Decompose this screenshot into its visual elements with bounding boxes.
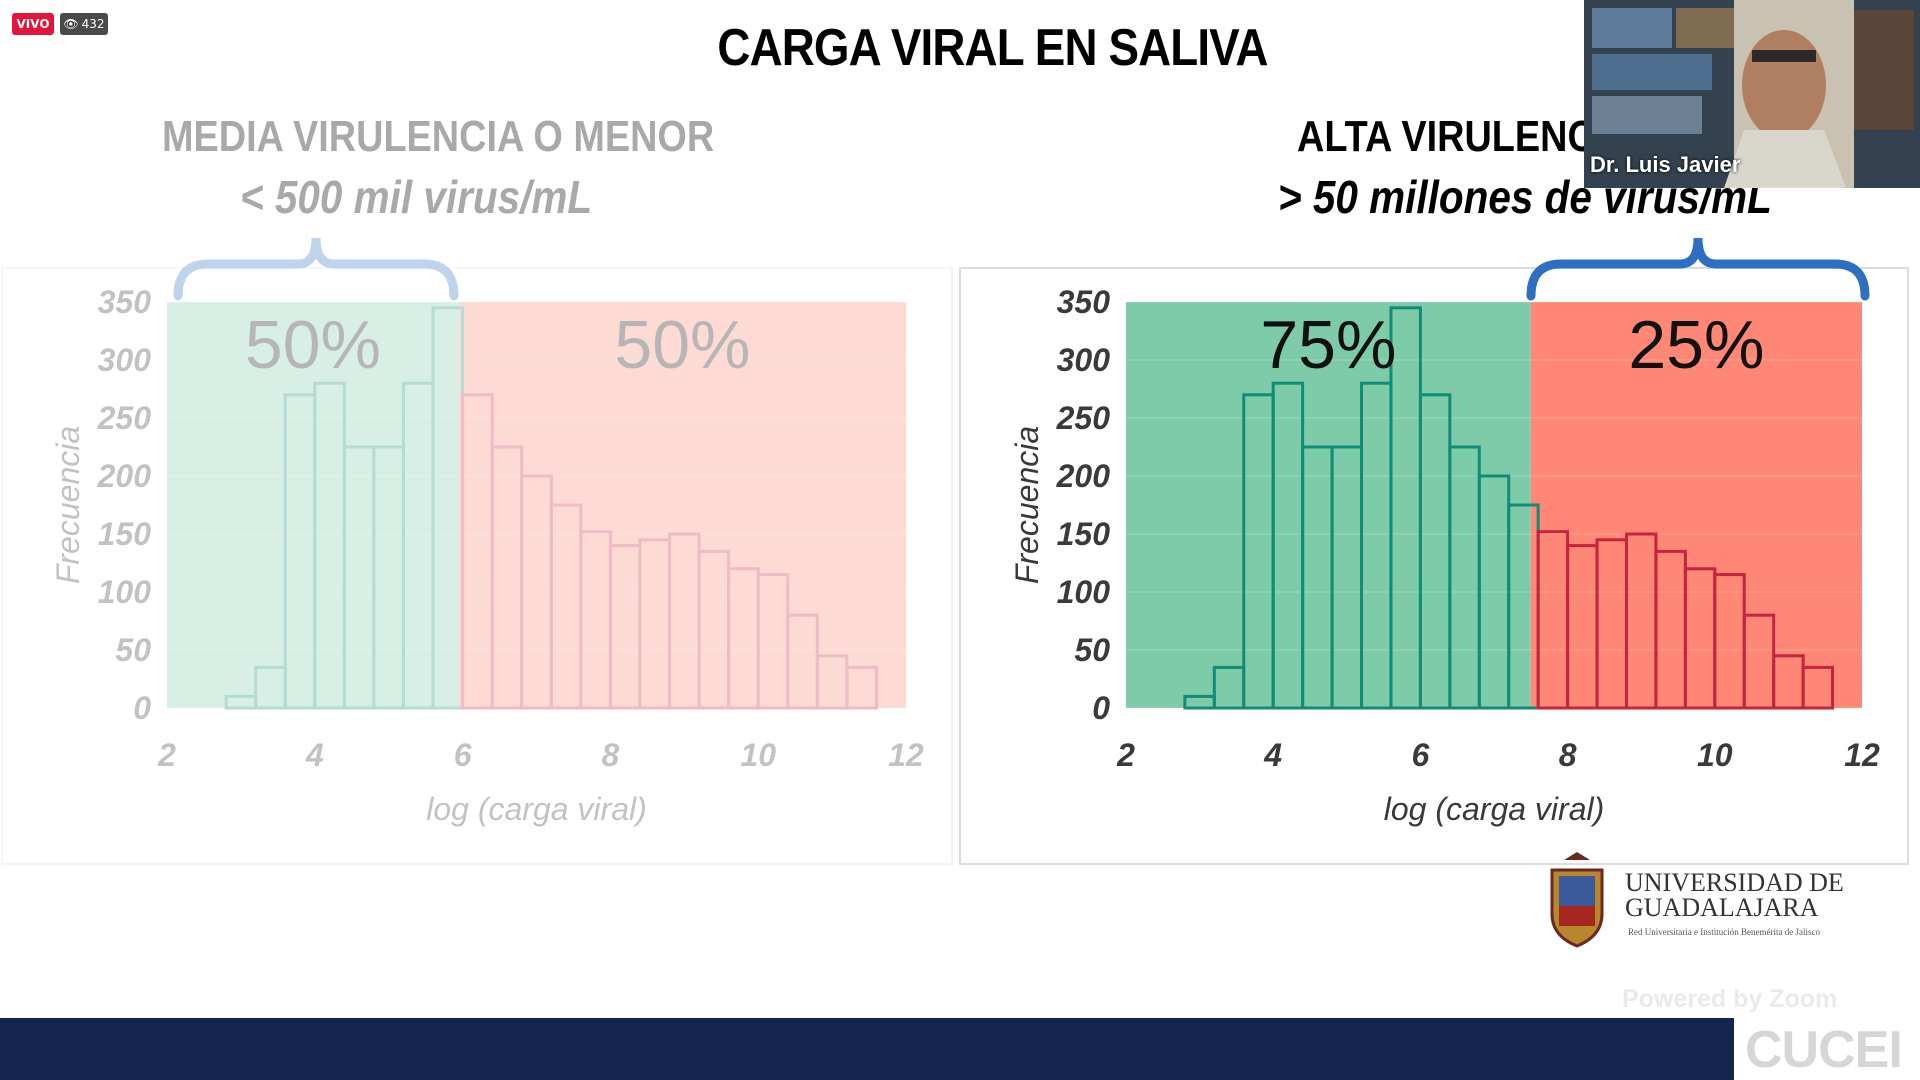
university-tagline: Red Universitaria e Institución Beneméri… — [1628, 927, 1820, 937]
x-tick-label: 8 — [1559, 737, 1577, 773]
histogram-bar — [520, 474, 553, 710]
histogram-bar — [431, 306, 465, 710]
histogram-bar — [224, 694, 258, 710]
x-tick-label: 6 — [454, 737, 472, 773]
histogram-bar — [313, 381, 346, 710]
x-tick-label: 2 — [157, 737, 176, 773]
histogram-bar — [461, 393, 494, 710]
viewer-count: 432 — [81, 17, 105, 31]
cucei-block — [1734, 1018, 1920, 1080]
histogram-bar — [638, 538, 672, 710]
histogram-bar — [401, 381, 435, 710]
live-badge: VIVO — [12, 13, 54, 35]
histogram-bar — [815, 654, 849, 710]
y-tick-label: 150 — [1057, 516, 1111, 552]
histogram-bar — [845, 665, 878, 710]
viewer-count-badge: 👁 432 — [60, 13, 108, 35]
y-tick-label: 100 — [98, 574, 152, 610]
powered-by-zoom: Powered by Zoom — [1622, 985, 1838, 1013]
cucei-logo-text: CUCEI — [1745, 1021, 1903, 1079]
range-brace — [1526, 237, 1870, 301]
university-name-line1: UNIVERSIDAD DE — [1625, 868, 1844, 897]
histogram-bar — [668, 532, 701, 710]
region-red — [1530, 302, 1862, 708]
y-tick-label: 300 — [1057, 342, 1111, 378]
histogram-bar — [283, 393, 317, 710]
x-tick-label: 10 — [740, 737, 776, 773]
histogram-bar — [579, 530, 612, 710]
y-tick-label: 250 — [97, 400, 152, 436]
speaker-video-tile[interactable]: Dr. Luis Javier — [1584, 0, 1920, 188]
y-tick-label: 100 — [1057, 574, 1111, 610]
x-tick-label: 12 — [888, 737, 924, 773]
y-axis-label: Frecuencia — [50, 426, 86, 584]
chart-right: 75% 25% 0 50 100 150 200 250 300 350 2 4 6 8 10 12 log (… — [959, 237, 1909, 865]
y-tick-label: 50 — [115, 632, 151, 668]
y-tick-label: 0 — [1092, 690, 1110, 726]
y-tick-label: 350 — [1057, 284, 1111, 320]
y-tick-label: 50 — [1074, 632, 1110, 668]
histogram-bar — [490, 445, 524, 710]
chart-panel-frame — [1, 267, 953, 865]
histogram-bar — [342, 445, 376, 710]
y-tick-label: 250 — [1056, 400, 1111, 436]
university-name: UNIVERSIDAD DE GUADALAJARA — [1625, 868, 1844, 922]
speaker-video-feed — [1584, 0, 1920, 188]
slide-title: CARGA VIRAL EN SALIVA — [717, 19, 1268, 77]
range-brace — [173, 237, 459, 301]
region-green — [1126, 302, 1531, 708]
x-tick-label: 10 — [1697, 737, 1733, 773]
university-seal-icon — [1550, 852, 1604, 948]
histogram-bar — [372, 445, 405, 710]
left-panel-subheader: < 500 mil virus/mL — [240, 171, 593, 223]
y-tick-label: 0 — [133, 690, 151, 726]
footer-bar — [0, 1018, 1920, 1080]
eye-icon: 👁 — [63, 17, 79, 31]
right-panel-header: ALTA VIRULENCIA — [1297, 112, 1633, 161]
histogram-bar — [727, 567, 760, 710]
histogram-bar — [608, 544, 642, 710]
y-tick-label: 300 — [98, 342, 152, 378]
speaker-name: Dr. Luis Javier — [1590, 152, 1741, 177]
university-name-line2: GUADALAJARA — [1625, 893, 1819, 922]
histogram-bar — [697, 549, 731, 710]
x-tick-label: 2 — [1116, 737, 1135, 773]
x-tick-label: 4 — [1263, 737, 1282, 773]
region-red — [458, 302, 906, 708]
chart-left: 50% 50% 0 50 100 150 200 250 300 350 2 4 6 8 10 12 log (… — [1, 237, 953, 865]
region-percent-label: 50% — [614, 307, 750, 383]
x-tick-label: 6 — [1412, 737, 1430, 773]
region-percent-label: 25% — [1628, 307, 1764, 383]
x-axis-label: log (carga viral) — [426, 791, 647, 827]
y-tick-label: 150 — [98, 516, 152, 552]
histogram-bar — [254, 665, 287, 710]
histogram-bar — [549, 503, 583, 710]
left-panel-header: MEDIA VIRULENCIA O MENOR — [162, 112, 715, 161]
region-green — [167, 302, 459, 708]
region-percent-label: 50% — [245, 307, 381, 383]
y-tick-label: 200 — [1056, 458, 1111, 494]
region-percent-label: 75% — [1260, 307, 1396, 383]
x-tick-label: 4 — [305, 737, 324, 773]
x-tick-label: 8 — [602, 737, 620, 773]
x-axis-label: log (carga viral) — [1384, 791, 1605, 827]
y-tick-label: 350 — [98, 284, 152, 320]
x-tick-label: 12 — [1844, 737, 1880, 773]
histogram-bar — [1801, 665, 1835, 710]
histogram-bar — [786, 613, 819, 710]
histogram-bar — [756, 573, 790, 710]
y-tick-label: 200 — [97, 458, 152, 494]
y-axis-label: Frecuencia — [1009, 426, 1045, 584]
